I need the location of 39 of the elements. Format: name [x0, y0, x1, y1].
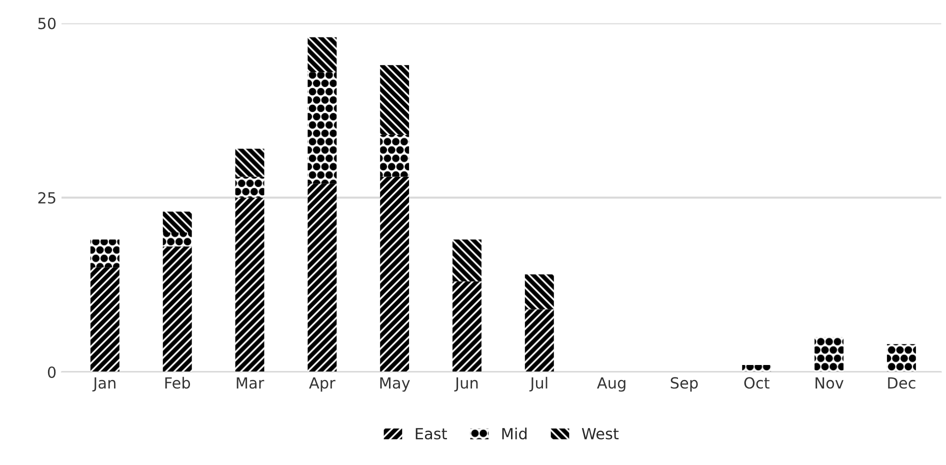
x-tick-label: Nov — [816, 377, 844, 389]
x-tick-label: Feb — [165, 376, 190, 389]
bar — [380, 65, 410, 135]
bar — [524, 274, 554, 310]
bar — [235, 148, 264, 177]
y-tick-label: 0 — [48, 366, 56, 378]
x-tick-label: May — [380, 377, 410, 392]
bar — [452, 239, 482, 282]
x-tick-label: Apr — [309, 377, 336, 392]
x-tick-label: Jul — [529, 376, 548, 392]
x-tick-label: Mar — [236, 377, 264, 389]
legend-label: Mid — [502, 428, 527, 440]
bar — [452, 281, 482, 372]
legend-label: West — [582, 428, 619, 440]
bar — [814, 337, 844, 372]
bar — [90, 239, 120, 268]
y-tick-label: 25 — [38, 192, 56, 204]
bar — [308, 184, 337, 372]
x-tick-label: Jan — [92, 377, 116, 392]
bar — [742, 365, 772, 372]
bar — [524, 309, 554, 372]
bar — [90, 267, 120, 372]
x-tick-label: Oct — [744, 377, 770, 389]
y-tick-label: 50 — [38, 18, 56, 30]
x-tick-label: Jun — [454, 377, 478, 392]
x-tick-label: Sep — [670, 377, 698, 392]
x-tick-label: Dec — [888, 377, 916, 389]
bar — [162, 232, 192, 246]
bar — [162, 212, 192, 232]
legend-label: East — [416, 428, 447, 440]
bar — [308, 72, 337, 184]
bar — [380, 134, 410, 177]
x-tick-label: Aug — [597, 377, 626, 392]
bar — [162, 246, 192, 372]
bar — [380, 176, 410, 372]
bar — [235, 176, 264, 198]
bar — [308, 37, 337, 72]
bar — [886, 344, 916, 372]
bar — [235, 198, 264, 372]
